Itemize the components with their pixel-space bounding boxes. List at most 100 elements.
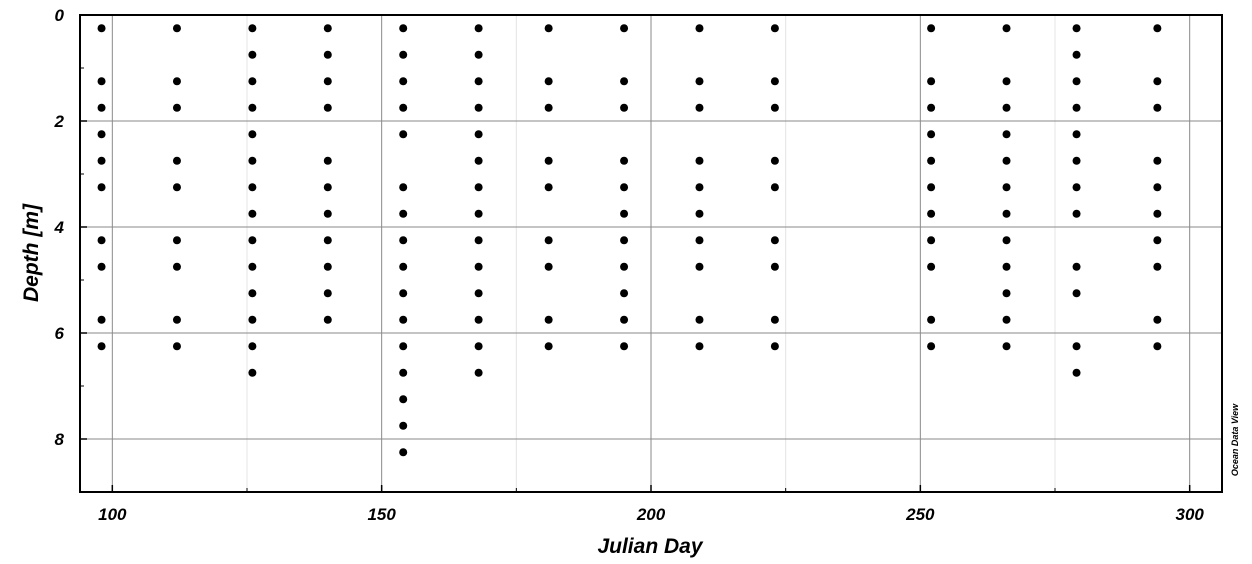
data-point <box>1072 368 1081 377</box>
data-point <box>695 183 704 192</box>
data-point <box>323 236 332 245</box>
data-point <box>97 236 106 245</box>
y-tick-label: 4 <box>54 218 65 237</box>
data-point <box>399 448 408 457</box>
data-point <box>97 183 106 192</box>
data-point <box>1002 342 1011 351</box>
y-tick-label: 6 <box>55 324 65 343</box>
data-point <box>1002 183 1011 192</box>
data-point <box>399 77 408 86</box>
data-point <box>1153 262 1162 271</box>
data-point <box>1153 77 1162 86</box>
data-point <box>1072 183 1081 192</box>
data-point <box>474 289 483 298</box>
data-point <box>770 315 779 324</box>
data-point <box>248 183 257 192</box>
data-point <box>399 24 408 33</box>
data-point <box>620 103 629 112</box>
data-point <box>474 315 483 324</box>
data-point <box>248 50 257 59</box>
data-point <box>248 24 257 33</box>
data-point <box>620 289 629 298</box>
data-point <box>1002 236 1011 245</box>
data-point <box>97 262 106 271</box>
data-point <box>248 103 257 112</box>
data-point <box>172 262 181 271</box>
data-point <box>474 130 483 139</box>
data-point <box>1002 24 1011 33</box>
data-point <box>474 77 483 86</box>
data-point <box>323 77 332 86</box>
data-point <box>1002 103 1011 112</box>
data-point <box>248 289 257 298</box>
data-point <box>770 236 779 245</box>
data-point <box>770 24 779 33</box>
data-point <box>1072 262 1081 271</box>
data-point <box>399 342 408 351</box>
data-point <box>620 156 629 165</box>
data-point <box>620 183 629 192</box>
data-point <box>323 50 332 59</box>
data-point <box>544 77 553 86</box>
data-point <box>172 183 181 192</box>
data-point <box>927 156 936 165</box>
x-axis-title: Julian Day <box>597 535 703 558</box>
data-point <box>248 77 257 86</box>
data-point <box>1153 24 1162 33</box>
data-point <box>323 315 332 324</box>
data-point <box>399 262 408 271</box>
grid <box>80 15 1222 492</box>
data-point <box>1072 342 1081 351</box>
data-point <box>1153 156 1162 165</box>
data-point <box>97 77 106 86</box>
data-point <box>97 103 106 112</box>
data-point <box>695 236 704 245</box>
data-point <box>474 183 483 192</box>
data-point <box>927 183 936 192</box>
data-point <box>620 262 629 271</box>
data-point <box>1072 130 1081 139</box>
data-point <box>927 209 936 218</box>
data-point <box>1002 315 1011 324</box>
data-point <box>474 209 483 218</box>
data-point <box>620 77 629 86</box>
data-point <box>172 24 181 33</box>
data-point <box>1002 289 1011 298</box>
data-point <box>248 342 257 351</box>
data-point <box>248 209 257 218</box>
data-point <box>544 315 553 324</box>
x-axis: 100 150 200 250 300 <box>98 485 1204 524</box>
data-point <box>1072 24 1081 33</box>
data-point <box>1153 236 1162 245</box>
data-point <box>695 24 704 33</box>
data-point <box>695 156 704 165</box>
data-point <box>97 342 106 351</box>
data-point <box>97 156 106 165</box>
data-point <box>399 183 408 192</box>
data-point <box>474 50 483 59</box>
data-point <box>399 236 408 245</box>
data-point <box>1002 77 1011 86</box>
data-point <box>172 77 181 86</box>
data-point <box>1153 209 1162 218</box>
data-point <box>695 315 704 324</box>
data-point <box>474 24 483 33</box>
data-point <box>1072 77 1081 86</box>
data-point <box>695 342 704 351</box>
y-axis-title: Depth [m] <box>20 203 43 302</box>
data-point <box>1153 183 1162 192</box>
x-tick-label: 150 <box>367 505 396 524</box>
data-point <box>620 315 629 324</box>
data-point <box>323 262 332 271</box>
data-point <box>474 156 483 165</box>
data-point <box>927 103 936 112</box>
data-point <box>399 289 408 298</box>
data-point <box>474 236 483 245</box>
data-point <box>474 262 483 271</box>
data-point <box>1153 315 1162 324</box>
data-point <box>1072 156 1081 165</box>
data-point <box>770 262 779 271</box>
data-point <box>620 342 629 351</box>
data-point <box>770 156 779 165</box>
data-point <box>323 183 332 192</box>
